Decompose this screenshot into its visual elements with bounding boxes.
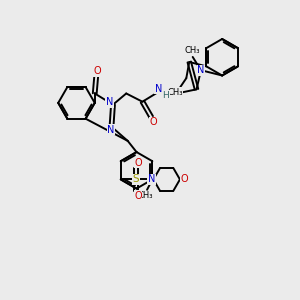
Text: O: O <box>94 66 101 76</box>
Text: CH₃: CH₃ <box>137 191 153 200</box>
Text: O: O <box>134 158 142 168</box>
Text: S: S <box>133 174 140 184</box>
Text: CH₃: CH₃ <box>167 88 183 97</box>
Text: CH₃: CH₃ <box>184 46 200 55</box>
Text: N: N <box>154 84 162 94</box>
Text: N: N <box>197 65 205 75</box>
Text: N: N <box>107 125 115 135</box>
Text: H: H <box>163 91 170 100</box>
Text: O: O <box>149 117 157 127</box>
Text: N: N <box>106 97 113 107</box>
Text: O: O <box>134 191 142 201</box>
Text: N: N <box>148 174 155 184</box>
Text: O: O <box>180 174 188 184</box>
